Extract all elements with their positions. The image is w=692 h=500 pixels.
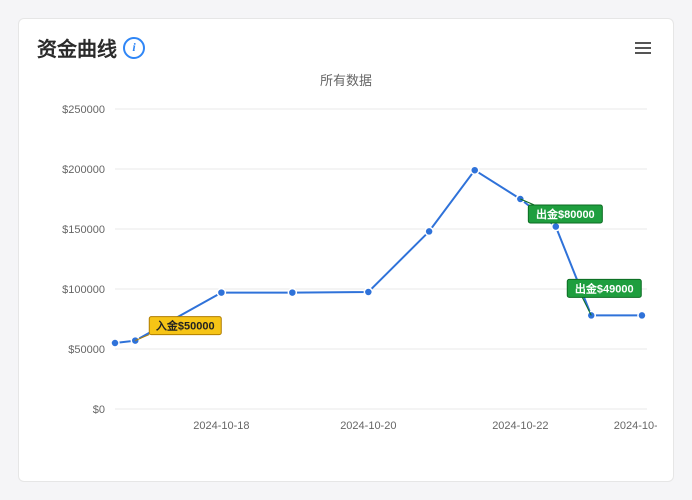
info-icon[interactable]: i: [123, 37, 145, 59]
chart-card: 资金曲线 i 所有数据 $0 $50000 $100000 $150000 $20000…: [18, 18, 674, 482]
svg-text:出金$49000: 出金$49000: [575, 281, 634, 295]
svg-text:$200000: $200000: [62, 164, 105, 176]
svg-text:2024-10-20: 2024-10-20: [340, 420, 396, 432]
svg-text:入金$50000: 入金$50000: [156, 319, 215, 333]
svg-text:出金$80000: 出金$80000: [536, 207, 595, 221]
svg-text:2024-10-25: 2024-10-25: [614, 420, 657, 432]
svg-text:$100000: $100000: [62, 284, 105, 296]
title-wrap: 资金曲线 i: [37, 33, 145, 62]
svg-text:$0: $0: [93, 404, 105, 416]
hamburger-menu-icon[interactable]: [631, 38, 655, 58]
svg-text:$250000: $250000: [62, 104, 105, 116]
card-header: 资金曲线 i: [37, 33, 655, 62]
chart-subtitle: 所有数据: [37, 70, 655, 89]
svg-text:$50000: $50000: [68, 344, 105, 356]
chart-svg: $0 $50000 $100000 $150000 $200000 $250000 2024…: [37, 99, 657, 469]
svg-text:2024-10-22: 2024-10-22: [492, 420, 548, 432]
svg-text:2024-10-18: 2024-10-18: [193, 420, 249, 432]
svg-text:$150000: $150000: [62, 224, 105, 236]
equity-line-chart: $0 $50000 $100000 $150000 $200000 $250000 2024…: [37, 99, 655, 469]
card-title: 资金曲线: [37, 33, 117, 62]
